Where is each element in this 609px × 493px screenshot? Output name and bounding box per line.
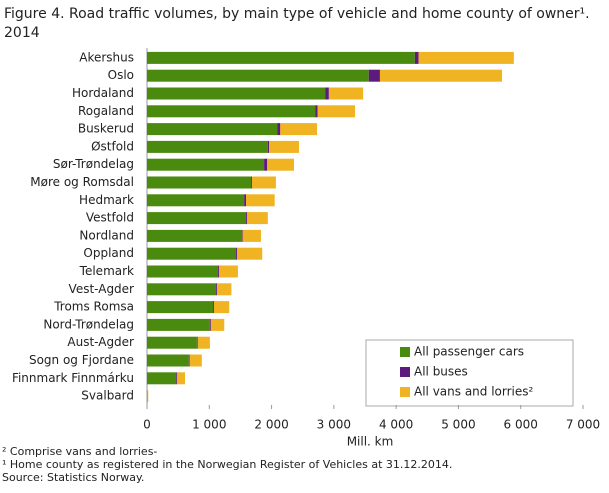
bar-segment (243, 230, 261, 242)
bar-segment (147, 212, 246, 224)
bar-segment (147, 372, 176, 384)
footnote: Source: Statistics Norway. (2, 471, 144, 484)
bar-segment (268, 141, 269, 153)
y-tick-label: Rogaland (78, 104, 134, 118)
y-tick-label: Vest-Agder (69, 282, 135, 296)
y-tick-label: Sør-Trøndelag (53, 157, 134, 171)
bar-segment (251, 177, 252, 189)
bar-segment (236, 248, 237, 260)
bar-segment (277, 123, 280, 135)
bar-segment (147, 123, 277, 135)
bar-segment (369, 70, 380, 82)
x-axis-label: Mill. km (347, 435, 394, 449)
bar-segment (419, 52, 514, 64)
x-tick-label: 0 (143, 418, 151, 432)
y-tick-label: Sogn og Fjordane (29, 353, 134, 367)
x-tick-label: 6 000 (504, 418, 538, 432)
bar-segment (147, 177, 251, 189)
bar-segment (147, 337, 197, 349)
bar-segment (147, 88, 325, 100)
bar-segment (198, 337, 210, 349)
y-tick-label: Østfold (91, 139, 134, 153)
bar-segment (211, 319, 224, 331)
y-tick-label: Akershus (79, 50, 134, 64)
bar-segment (242, 230, 243, 242)
bar-segment (237, 248, 262, 260)
legend-label: All buses (414, 365, 468, 379)
legend-swatch (400, 387, 410, 397)
bar-segment (280, 123, 317, 135)
x-tick-label: 3 000 (317, 418, 351, 432)
y-tick-label: Finnmark Finnmárku (12, 371, 134, 385)
bar-segment (246, 212, 247, 224)
y-tick-label: Hordaland (72, 86, 134, 100)
x-tick-label: 1 000 (192, 418, 226, 432)
y-tick-label: Aust-Agder (67, 335, 134, 349)
bar-segment (147, 141, 268, 153)
footnote: ¹ Home county as registered in the Norwe… (2, 458, 452, 471)
footnote: ² Comprise vans and lorries- (2, 445, 157, 458)
bar-segment (147, 159, 264, 171)
y-tick-label: Vestfold (86, 211, 134, 225)
bar-segment (415, 52, 419, 64)
bar-segment (217, 283, 231, 295)
y-tick-label: Oslo (108, 68, 134, 82)
x-tick-label: 7 000 (566, 418, 600, 432)
bar-segment (147, 390, 148, 402)
bar-segment (213, 301, 214, 313)
bar-segment (264, 159, 267, 171)
x-tick-label: 5 000 (441, 418, 475, 432)
legend-swatch (400, 347, 410, 357)
bar-segment (197, 337, 198, 349)
y-tick-label: Hedmark (79, 193, 134, 207)
bar-segment (269, 141, 299, 153)
y-tick-label: Nord-Trøndelag (43, 317, 134, 331)
bar-segment (267, 159, 294, 171)
bar-segment (329, 88, 363, 100)
y-tick-label: Nordland (79, 228, 134, 242)
bar-segment (218, 266, 219, 278)
bar-segment (380, 70, 502, 82)
y-tick-label: Troms Romsa (53, 300, 134, 314)
bar-segment (246, 194, 275, 206)
legend-label: All vans and lorries² (414, 385, 534, 399)
x-tick-label: 4 000 (379, 418, 413, 432)
bar-segment (147, 52, 415, 64)
legend-label: All passenger cars (414, 345, 524, 359)
bar-segment (147, 194, 244, 206)
bar-segment (244, 194, 246, 206)
chart-title: Figure 4. Road traffic volumes, by main … (4, 6, 590, 41)
bar-segment (147, 319, 210, 331)
bar-segment (216, 283, 217, 295)
bar-segment (190, 355, 202, 367)
y-tick-label: Buskerud (78, 122, 134, 136)
legend-swatch (400, 367, 410, 377)
x-tick-label: 2 000 (254, 418, 288, 432)
bar-segment (147, 230, 242, 242)
bar-segment (147, 283, 216, 295)
bar-segment (325, 88, 329, 100)
bar-segment (147, 248, 236, 260)
bar-segment (247, 212, 268, 224)
bar-segment (315, 105, 317, 117)
y-tick-label: Telemark (79, 264, 134, 278)
bar-segment (189, 355, 190, 367)
y-tick-label: Møre og Romsdal (30, 175, 134, 189)
bar-segment (176, 372, 177, 384)
bar-segment (177, 372, 185, 384)
bar-segment (210, 319, 211, 331)
y-tick-label: Svalbard (81, 389, 134, 403)
bar-segment (147, 70, 369, 82)
bar-segment (147, 355, 189, 367)
y-tick-label: Oppland (83, 246, 134, 260)
bar-segment (147, 105, 315, 117)
bar-segment (318, 105, 355, 117)
bar-segment (147, 266, 218, 278)
bar-segment (219, 266, 238, 278)
bar-segment (252, 177, 276, 189)
bar-segment (214, 301, 229, 313)
bar-segment (147, 301, 213, 313)
